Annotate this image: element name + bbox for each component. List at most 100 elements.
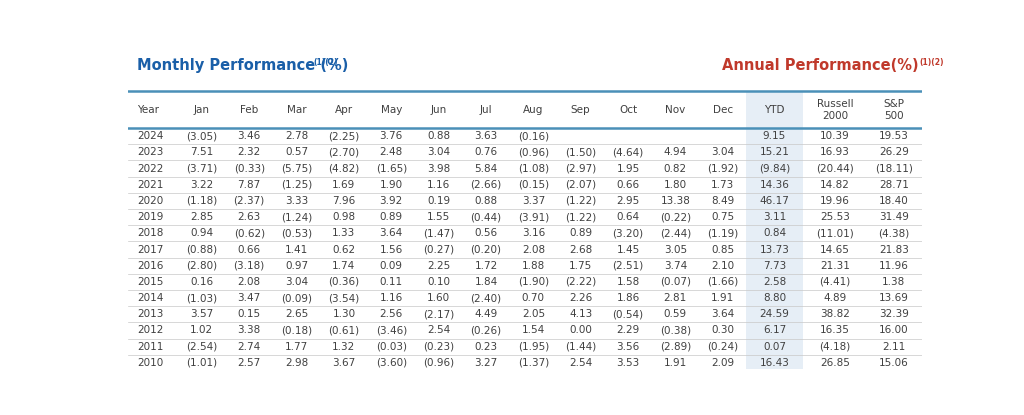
Text: (0.33): (0.33): [233, 164, 265, 173]
Text: 2016: 2016: [137, 261, 164, 271]
Text: (2.25): (2.25): [329, 131, 359, 141]
Text: 2020: 2020: [137, 196, 164, 206]
Text: 38.82: 38.82: [820, 309, 850, 319]
Text: (1.47): (1.47): [423, 228, 455, 238]
Text: 2.56: 2.56: [380, 309, 402, 319]
Text: (1.22): (1.22): [565, 212, 596, 222]
Text: (0.20): (0.20): [470, 244, 502, 254]
Text: 1.30: 1.30: [333, 309, 355, 319]
Text: 2.08: 2.08: [522, 244, 545, 254]
Text: 3.22: 3.22: [190, 180, 213, 190]
Text: (2.97): (2.97): [565, 164, 596, 173]
Text: 0.56: 0.56: [474, 228, 498, 238]
Text: 15.06: 15.06: [879, 358, 908, 368]
Text: (3.18): (3.18): [233, 261, 265, 271]
Text: 4.13: 4.13: [569, 309, 592, 319]
Text: (1.44): (1.44): [565, 342, 596, 352]
Text: (0.07): (0.07): [659, 277, 691, 287]
Text: Jun: Jun: [430, 105, 446, 115]
Text: 1.84: 1.84: [474, 277, 498, 287]
Text: 19.96: 19.96: [820, 196, 850, 206]
Text: 0.07: 0.07: [763, 342, 786, 352]
Text: 3.04: 3.04: [285, 277, 308, 287]
Text: Mar: Mar: [287, 105, 306, 115]
Text: 0.64: 0.64: [616, 212, 640, 222]
Text: 3.16: 3.16: [521, 228, 545, 238]
Text: (1.08): (1.08): [518, 164, 549, 173]
Text: (20.44): (20.44): [816, 164, 854, 173]
Text: 4.89: 4.89: [823, 293, 847, 303]
Text: (3.71): (3.71): [186, 164, 217, 173]
Text: 2.25: 2.25: [427, 261, 451, 271]
Text: (0.16): (0.16): [518, 131, 549, 141]
Text: 1.86: 1.86: [616, 293, 640, 303]
Text: 2.54: 2.54: [569, 358, 592, 368]
Text: (2.22): (2.22): [565, 277, 596, 287]
Text: (1)(2): (1)(2): [313, 59, 338, 67]
Text: 4.94: 4.94: [664, 147, 687, 157]
Text: 46.17: 46.17: [760, 196, 790, 206]
Text: 2023: 2023: [137, 147, 164, 157]
Text: (1.90): (1.90): [518, 277, 549, 287]
Text: 0.76: 0.76: [474, 147, 498, 157]
Text: 16.43: 16.43: [760, 358, 790, 368]
Text: (2.17): (2.17): [423, 309, 455, 319]
Text: (3.46): (3.46): [376, 325, 407, 335]
Text: (0.88): (0.88): [186, 244, 217, 254]
Text: 0.70: 0.70: [522, 293, 545, 303]
Text: (1)(2): (1)(2): [920, 59, 944, 67]
Text: Russell
2000: Russell 2000: [817, 99, 853, 120]
Text: 2024: 2024: [137, 131, 164, 141]
Text: 2.74: 2.74: [238, 342, 261, 352]
Text: (4.18): (4.18): [819, 342, 851, 352]
Text: Year: Year: [137, 105, 160, 115]
Text: 2015: 2015: [137, 277, 164, 287]
Text: 2.57: 2.57: [238, 358, 261, 368]
Text: 9.15: 9.15: [763, 131, 786, 141]
Text: 0.98: 0.98: [333, 212, 355, 222]
Text: (1.19): (1.19): [708, 228, 738, 238]
Text: 2.98: 2.98: [285, 358, 308, 368]
Text: 3.92: 3.92: [380, 196, 402, 206]
Text: 1.69: 1.69: [333, 180, 355, 190]
Text: 11.96: 11.96: [879, 261, 908, 271]
Text: 2.26: 2.26: [569, 293, 592, 303]
Text: 3.98: 3.98: [427, 164, 451, 173]
Text: 2010: 2010: [137, 358, 164, 368]
Text: (2.54): (2.54): [186, 342, 217, 352]
Text: 26.29: 26.29: [879, 147, 908, 157]
Text: 21.31: 21.31: [820, 261, 850, 271]
Text: 3.46: 3.46: [238, 131, 261, 141]
Text: (1.18): (1.18): [186, 196, 217, 206]
Text: (3.05): (3.05): [186, 131, 217, 141]
Text: (0.03): (0.03): [376, 342, 407, 352]
Text: S&P
500: S&P 500: [884, 99, 904, 120]
Text: 1.73: 1.73: [711, 180, 734, 190]
Text: 2.63: 2.63: [238, 212, 261, 222]
Text: (1.22): (1.22): [565, 196, 596, 206]
Text: 32.39: 32.39: [879, 309, 908, 319]
Text: 3.56: 3.56: [616, 342, 640, 352]
Text: 24.59: 24.59: [760, 309, 790, 319]
Text: 14.82: 14.82: [820, 180, 850, 190]
Text: (0.18): (0.18): [281, 325, 312, 335]
Text: (4.38): (4.38): [879, 228, 909, 238]
Text: 2.11: 2.11: [882, 342, 905, 352]
Text: (0.38): (0.38): [659, 325, 691, 335]
Text: 0.84: 0.84: [763, 228, 786, 238]
Text: (2.89): (2.89): [659, 342, 691, 352]
Text: 6.17: 6.17: [763, 325, 786, 335]
Text: 1.80: 1.80: [664, 180, 687, 190]
Text: 4.49: 4.49: [474, 309, 498, 319]
Text: 1.02: 1.02: [190, 325, 213, 335]
Text: (2.40): (2.40): [470, 293, 502, 303]
Text: 2013: 2013: [137, 309, 164, 319]
Text: 2.65: 2.65: [285, 309, 308, 319]
Text: (5.75): (5.75): [281, 164, 312, 173]
Text: Jul: Jul: [479, 105, 493, 115]
Text: Sep: Sep: [570, 105, 591, 115]
Text: 15.21: 15.21: [760, 147, 790, 157]
Text: (0.36): (0.36): [329, 277, 359, 287]
Text: 1.32: 1.32: [333, 342, 355, 352]
Text: 0.19: 0.19: [427, 196, 451, 206]
